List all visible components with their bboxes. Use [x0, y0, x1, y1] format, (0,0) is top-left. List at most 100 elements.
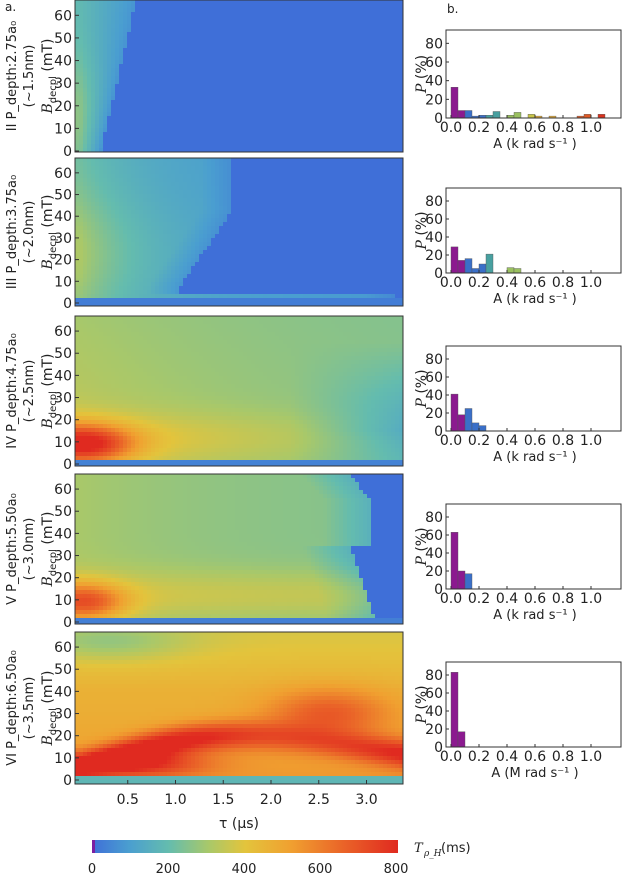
contour-xtick-label: 1.0 [164, 792, 186, 808]
histogram-xtick-label: 1.0 [580, 275, 602, 291]
histogram-bar [457, 260, 466, 274]
histogram-ytick-label: 60 [425, 686, 443, 702]
row-label: II P_depth:2.75a₀ [5, 21, 20, 131]
contour-frame [74, 0, 404, 153]
contour-ytick-label: 60 [54, 482, 72, 498]
histogram-bar [457, 110, 466, 119]
histogram-ylabel: P (%) [414, 527, 430, 566]
histogram-xtick-label: 0.6 [524, 275, 546, 291]
figure-row: 0 10 20 30 40 50 60 Bdecpl (mT) III P_depth:3.75… [5, 157, 622, 312]
histogram-frame [445, 661, 622, 748]
histogram-ytick-label: 0 [434, 266, 443, 282]
histogram-xtick-label: 0.4 [496, 749, 518, 765]
histogram-xtick-label: 1.0 [580, 591, 602, 607]
histogram-xlabel: A (k rad s⁻¹ ) [493, 137, 577, 152]
contour-ytick-label: 30 [54, 549, 72, 565]
contour-ytick-label: 0 [63, 144, 72, 160]
contour-plot: 0 10 20 30 40 50 60 0.5 1.0 1.5 2.0 2.5 3.0 τ (μs) Bde… [40, 631, 404, 832]
histogram-bar [478, 263, 487, 274]
histogram-xtick-label: 0.0 [440, 433, 462, 449]
histogram-ytick-label: 0 [434, 111, 443, 127]
histogram-xtick-label: 0.0 [440, 275, 462, 291]
contour-ytick-label: 20 [54, 99, 72, 115]
contour-ytick-label: 40 [54, 526, 72, 542]
histogram-frame [445, 345, 622, 432]
histogram-xtick-label: 0.8 [552, 591, 574, 607]
histogram-bar [457, 731, 466, 748]
heatmap-cells [75, 316, 403, 466]
histogram-ylabel: P (%) [414, 211, 430, 250]
histogram: 0 20 40 60 80 0.0 0.2 0.4 0.6 0.8 1.0 P (%) A (k rad… [414, 187, 622, 307]
histogram-bar [527, 114, 536, 119]
histogram-ytick-label: 80 [425, 510, 443, 526]
histogram-xtick-label: 0.0 [440, 749, 462, 765]
histogram-xtick-label: 0.2 [468, 749, 490, 765]
histogram-ytick-label: 60 [425, 528, 443, 544]
contour-ytick-label: 10 [54, 751, 72, 767]
contour-ytick-label: 0 [63, 615, 72, 631]
contour-xlabel: τ (μs) [219, 816, 259, 832]
histogram-ytick-label: 40 [425, 704, 443, 720]
contour-ylabel: Bdecpl (mT) [40, 195, 59, 271]
histogram-ytick-label: 80 [425, 668, 443, 684]
histogram-bar [450, 672, 459, 748]
row-label: III P_depth:3.75a₀ [5, 175, 20, 289]
contour-ytick-label: 30 [54, 76, 72, 92]
contour-ytick-label: 10 [54, 593, 72, 609]
contour-ytick-label: 60 [54, 640, 72, 656]
histogram-bar [457, 570, 466, 590]
histogram-xtick-label: 0.4 [496, 275, 518, 291]
contour-ytick-label: 60 [54, 324, 72, 340]
colorbar-zero-band [92, 840, 95, 853]
histogram-xtick-label: 1.0 [580, 120, 602, 136]
histogram-bar [471, 268, 480, 274]
histogram-frame [445, 503, 622, 590]
histogram-ytick-label: 80 [425, 194, 443, 210]
figure-row: 0 10 20 30 40 50 60 0.5 1.0 1.5 2.0 2.5 3.0 τ (μs) Bde… [5, 631, 622, 832]
row-sublabel: (~2.5nm) [22, 360, 37, 423]
figure-rows: 0 10 20 30 40 50 60 Bdecpl (mT) II P_depth:2.75a… [5, 0, 622, 832]
histogram-ytick-label: 40 [425, 546, 443, 562]
histogram-bar [464, 408, 473, 432]
heatmap-cells [75, 474, 403, 624]
heatmap-cells [75, 632, 403, 784]
contour-ytick-label: 10 [54, 121, 72, 137]
histogram-xlabel: A (k rad s⁻¹ ) [493, 608, 577, 623]
heatmap-cells [75, 158, 403, 306]
contour-xtick-label: 1.5 [212, 792, 234, 808]
histogram-xtick-label: 0.8 [552, 433, 574, 449]
colorbar-label-main: T [414, 841, 424, 856]
figure-row: 0 10 20 30 40 50 60 Bdecpl (mT) II P_depth:2.75a… [5, 0, 622, 160]
histogram-ytick-label: 20 [425, 564, 443, 580]
histogram-ytick-label: 20 [425, 92, 443, 108]
contour-plot: 0 10 20 30 40 50 60 Bdecpl (mT) [40, 157, 404, 312]
contour-ytick-label: 30 [54, 707, 72, 723]
histogram-bar [506, 267, 515, 274]
histogram-bar [450, 393, 459, 432]
contour-frame [74, 631, 404, 785]
histogram-bar [457, 414, 466, 432]
histogram-bar [492, 111, 501, 119]
contour-xtick-label: 3.0 [355, 792, 377, 808]
histogram-ytick-label: 20 [425, 406, 443, 422]
histogram: 0 20 40 60 80 0.0 0.2 0.4 0.6 0.8 1.0 P (%) A (k rad… [414, 503, 622, 623]
contour-ylabel: Bdecpl (mT) [40, 39, 59, 115]
histogram-bar [513, 268, 522, 274]
contour-ytick-label: 0 [63, 457, 72, 473]
contour-ytick-label: 10 [54, 274, 72, 290]
histogram-xtick-label: 0.4 [496, 120, 518, 136]
colorbar-tick-0: 0 [88, 862, 96, 877]
panel-label-a: a. [5, 0, 16, 14]
contour-plot: 0 10 20 30 40 50 60 Bdecpl (mT) [40, 315, 404, 473]
heatmap-cells [75, 0, 403, 152]
panel-label-b: b. [447, 2, 458, 16]
contour-ylabel: Bdecpl (mT) [40, 354, 59, 430]
colorbar-tick-200: 200 [156, 862, 181, 877]
histogram-xtick-label: 0.6 [524, 591, 546, 607]
histogram-frame [445, 29, 622, 119]
histogram-bar [450, 86, 459, 119]
contour-frame [74, 157, 404, 307]
contour-ytick-label: 20 [54, 729, 72, 745]
histogram-xlabel: A (k rad s⁻¹ ) [493, 450, 577, 465]
